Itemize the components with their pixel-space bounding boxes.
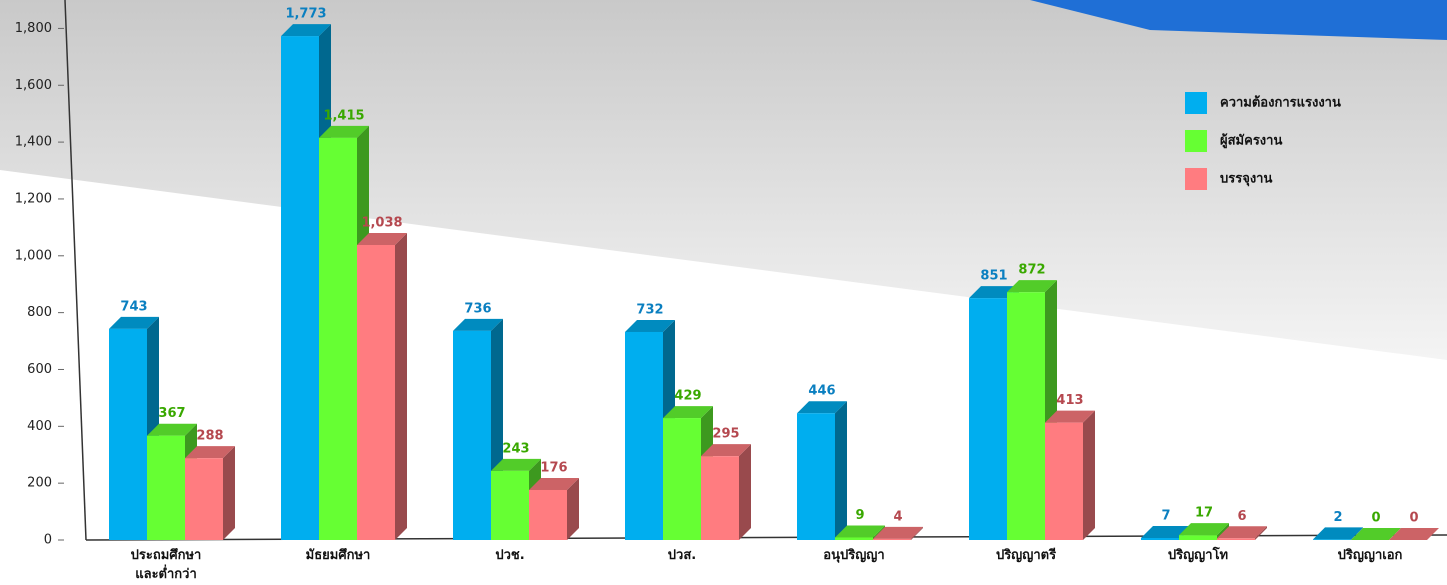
x-tick-label: ปริญญาตรี xyxy=(946,546,1106,565)
legend-swatch xyxy=(1185,92,1207,114)
bar-side xyxy=(835,401,847,540)
bar xyxy=(109,329,147,540)
bar xyxy=(873,539,911,540)
x-tick-label: อนุปริญญา xyxy=(774,546,934,565)
y-tick-label: 1,600 xyxy=(15,78,52,93)
bar xyxy=(663,418,701,540)
value-label: 2 xyxy=(1333,510,1342,525)
value-label: 367 xyxy=(158,406,185,421)
value-label: 4 xyxy=(893,509,902,524)
bar-side xyxy=(223,446,235,540)
bar xyxy=(969,298,1007,540)
bar xyxy=(797,413,835,540)
bar-side xyxy=(395,233,407,540)
value-label: 295 xyxy=(712,427,739,442)
bar xyxy=(1313,539,1351,540)
value-label: 288 xyxy=(196,429,223,444)
y-tick-label: 1,400 xyxy=(15,135,52,150)
bar xyxy=(625,332,663,540)
y-tick-label: 1,800 xyxy=(15,21,52,36)
value-label: 1,415 xyxy=(323,108,364,123)
x-tick-label: มัธยมศึกษา xyxy=(258,546,418,565)
value-label: 851 xyxy=(980,269,1007,284)
x-tick-label: ปริญญาโท xyxy=(1118,546,1278,565)
bar-side xyxy=(739,444,751,540)
bar-side xyxy=(1083,411,1095,540)
legend-label: ความต้องการแรงงาน xyxy=(1220,95,1341,111)
value-label: 743 xyxy=(120,299,147,314)
bar xyxy=(491,471,529,540)
legend-swatch xyxy=(1185,168,1207,190)
value-label: 872 xyxy=(1018,263,1045,278)
value-label: 17 xyxy=(1195,506,1213,521)
value-label: 7 xyxy=(1161,509,1170,524)
value-label: 1,773 xyxy=(285,7,326,22)
chart: 02004006008001,0001,2001,4001,6001,80074… xyxy=(0,0,1447,585)
x-tick-label: ปวช. xyxy=(430,546,590,565)
y-tick-label: 400 xyxy=(27,419,52,434)
value-label: 446 xyxy=(808,384,835,399)
bar xyxy=(701,456,739,540)
bar xyxy=(1179,535,1217,540)
bar xyxy=(529,490,567,540)
value-label: 413 xyxy=(1056,393,1083,408)
value-label: 1,038 xyxy=(361,215,402,230)
y-tick-label: 200 xyxy=(27,476,52,491)
value-label: 0 xyxy=(1409,511,1418,526)
legend-label: ผู้สมัครงาน xyxy=(1220,133,1282,149)
bar xyxy=(319,138,357,540)
bar xyxy=(185,458,223,540)
value-label: 736 xyxy=(464,301,491,316)
bar xyxy=(1217,538,1255,540)
value-label: 0 xyxy=(1371,511,1380,526)
value-label: 732 xyxy=(636,302,663,317)
y-tick-label: 1,000 xyxy=(15,248,52,263)
x-tick-label: ปวส. xyxy=(602,546,762,565)
bar xyxy=(453,331,491,540)
bar xyxy=(147,436,185,540)
value-label: 6 xyxy=(1237,509,1246,524)
bar xyxy=(1007,292,1045,540)
value-label: 243 xyxy=(502,441,529,456)
y-tick-label: 0 xyxy=(44,533,52,548)
y-tick-label: 800 xyxy=(27,305,52,320)
legend-swatch xyxy=(1185,130,1207,152)
bar xyxy=(835,537,873,540)
bar xyxy=(1141,538,1179,540)
x-tick-label: ประถมศึกษา และต่ำกว่า xyxy=(86,546,246,584)
x-tick-label: ปริญญาเอก xyxy=(1290,546,1447,565)
page: 02004006008001,0001,2001,4001,6001,80074… xyxy=(0,0,1447,585)
bar xyxy=(281,36,319,540)
value-label: 9 xyxy=(855,508,864,523)
y-tick-label: 1,200 xyxy=(15,191,52,206)
value-label: 176 xyxy=(540,460,567,475)
bar xyxy=(357,245,395,540)
legend-label: บรรจุงาน xyxy=(1220,172,1272,187)
bar xyxy=(1045,423,1083,540)
value-label: 429 xyxy=(674,389,701,404)
y-tick-label: 600 xyxy=(27,362,52,377)
